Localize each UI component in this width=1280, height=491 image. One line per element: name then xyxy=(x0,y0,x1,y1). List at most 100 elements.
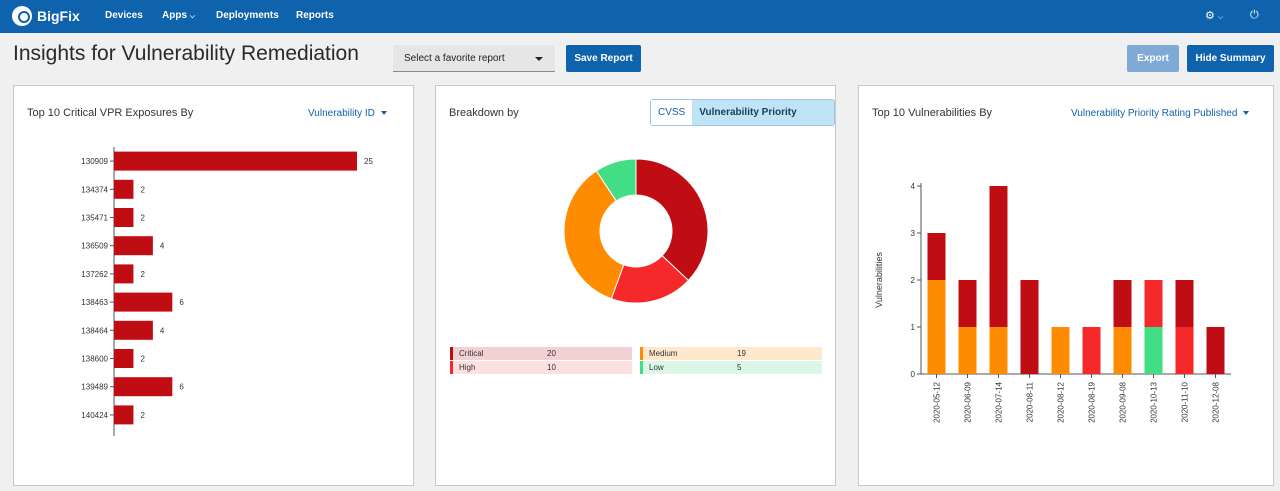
toggle-vpr[interactable]: Vulnerability Priority Rating xyxy=(692,100,834,125)
vpr-exposures-bar-chart: 130909 25 134374 2 135471 2 136509 4 137262 2 1384… xyxy=(81,147,373,436)
x-tick-label: 2020-08-12 xyxy=(1057,381,1066,422)
settings-menu[interactable]: ⚙ ⌵ xyxy=(1205,9,1223,22)
brand-name: BigFix xyxy=(37,8,80,24)
y-tick-label: 130909 xyxy=(81,157,108,166)
bar-segment-medium xyxy=(1051,327,1070,374)
data-label: 2 xyxy=(140,411,145,420)
panel-title: Top 10 Vulnerabilities By xyxy=(872,107,993,119)
page-title: Insights for Vulnerability Remediation xyxy=(13,42,359,65)
y-tick-label: 135471 xyxy=(81,214,108,223)
favorite-report-select[interactable]: Select a favorite report xyxy=(393,45,555,72)
bar-segment-medium xyxy=(927,280,946,374)
bar-segment-critical xyxy=(927,233,946,280)
data-label: 2 xyxy=(140,185,145,194)
legend-value: 5 xyxy=(737,363,742,372)
caret-down-icon xyxy=(380,111,387,116)
data-label: 4 xyxy=(160,326,165,335)
donut-slice-critical xyxy=(635,158,709,282)
legend-label: Critical xyxy=(459,349,484,358)
breakdown-toggle: CVSS Vulnerability Priority Rating xyxy=(650,99,835,126)
y-tick-label: 3 xyxy=(911,229,916,238)
legend-low: Low 5 xyxy=(640,361,822,374)
dropdown-label: Vulnerability Priority Rating Published xyxy=(1071,108,1238,119)
x-tick-label: 2020-08-11 xyxy=(1026,381,1035,422)
bar xyxy=(114,405,134,425)
vpr-exposures-panel: Top 10 Critical VPR Exposures By Vulnera… xyxy=(13,85,414,486)
y-tick-label: 1 xyxy=(911,323,916,332)
bar xyxy=(114,236,153,256)
y-tick-label: 139489 xyxy=(81,383,108,392)
x-tick-label: 2020-12-08 xyxy=(1212,381,1221,422)
bar xyxy=(114,377,173,397)
nav-reports[interactable]: Reports xyxy=(296,10,334,21)
bar-segment-medium xyxy=(989,327,1008,374)
x-tick-label: 2020-11-10 xyxy=(1181,381,1190,422)
legend-label: Low xyxy=(649,363,664,372)
data-label: 6 xyxy=(179,298,184,307)
bar-segment-medium xyxy=(958,327,977,374)
bar xyxy=(114,151,357,171)
bar-segment-critical xyxy=(958,280,977,327)
legend-label: Medium xyxy=(649,349,678,358)
vpr-published-dropdown[interactable]: Vulnerability Priority Rating Published xyxy=(1071,108,1250,119)
y-tick-label: 134374 xyxy=(81,185,108,194)
legend-value: 10 xyxy=(547,363,556,372)
legend-medium: Medium 19 xyxy=(640,347,822,360)
toggle-cvss[interactable]: CVSS xyxy=(651,100,693,125)
bar xyxy=(114,208,134,227)
x-tick-label: 2020-09-08 xyxy=(1119,381,1128,422)
legend-value: 19 xyxy=(737,349,746,358)
bigfix-logo-icon xyxy=(12,6,32,26)
bar-segment-critical xyxy=(1175,280,1194,327)
dropdown-label: Vulnerability ID xyxy=(308,108,375,119)
bar xyxy=(114,320,153,340)
x-tick-label: 2020-05-12 xyxy=(933,381,942,422)
data-label: 2 xyxy=(140,355,145,364)
chevron-down-icon: ⌵ xyxy=(189,13,196,20)
legend-critical: Critical 20 xyxy=(450,347,632,360)
chevron-down-icon: ⌵ xyxy=(1217,14,1224,21)
bar xyxy=(114,179,134,199)
bigfix-logo[interactable]: BigFix xyxy=(12,6,80,26)
hide-summary-button[interactable]: Hide Summary xyxy=(1187,45,1274,72)
nav-devices[interactable]: Devices xyxy=(105,10,143,21)
y-tick-label: 138600 xyxy=(81,355,108,364)
bar xyxy=(114,264,134,284)
legend-value: 20 xyxy=(547,349,556,358)
y-axis-label: Vulnerabilities xyxy=(874,252,884,308)
caret-down-icon xyxy=(1243,111,1250,116)
export-button[interactable]: Export xyxy=(1127,45,1179,72)
y-tick-label: 138464 xyxy=(81,326,108,335)
bar-segment-critical xyxy=(1113,280,1132,327)
bar-segment-medium xyxy=(1113,327,1132,374)
y-tick-label: 140424 xyxy=(81,411,108,420)
bar xyxy=(114,292,173,312)
breakdown-panel: Breakdown by CVSS Vulnerability Priority… xyxy=(435,85,836,486)
data-label: 6 xyxy=(179,383,184,392)
favorite-report-placeholder: Select a favorite report xyxy=(404,53,505,64)
bar-segment-high xyxy=(1082,327,1101,374)
bar-segment-critical xyxy=(1206,327,1225,374)
y-tick-label: 2 xyxy=(911,276,916,285)
save-report-button[interactable]: Save Report xyxy=(566,45,641,72)
nav-apps[interactable]: Apps ⌵ xyxy=(162,10,196,21)
bar-segment-critical xyxy=(1020,280,1039,374)
data-label: 2 xyxy=(140,270,145,279)
y-tick-label: 0 xyxy=(911,370,916,379)
bar-segment-low xyxy=(1144,327,1163,374)
legend-label: High xyxy=(459,363,476,372)
gear-icon: ⚙ xyxy=(1205,10,1215,22)
bar xyxy=(114,349,134,368)
nav-deployments[interactable]: Deployments xyxy=(216,10,279,21)
panel-title: Top 10 Critical VPR Exposures By xyxy=(27,107,194,119)
donut-slice-low xyxy=(595,158,637,202)
x-tick-label: 2020-06-09 xyxy=(964,381,973,422)
panel-title: Breakdown by xyxy=(449,107,519,119)
donut-slice-medium xyxy=(563,170,625,300)
vulnerability-id-dropdown[interactable]: Vulnerability ID xyxy=(308,108,387,119)
caret-down-icon xyxy=(535,57,543,61)
top-vulnerabilities-panel: Top 10 Vulnerabilities By Vulnerability … xyxy=(858,85,1274,486)
top-vulnerabilities-stacked-chart: 0 1 2 3 4 Vulnerabilities 2020-05-12 2020-06-09… xyxy=(874,182,1231,423)
legend-high: High 10 xyxy=(450,361,632,374)
power-icon[interactable]: ⏻ xyxy=(1250,9,1259,21)
